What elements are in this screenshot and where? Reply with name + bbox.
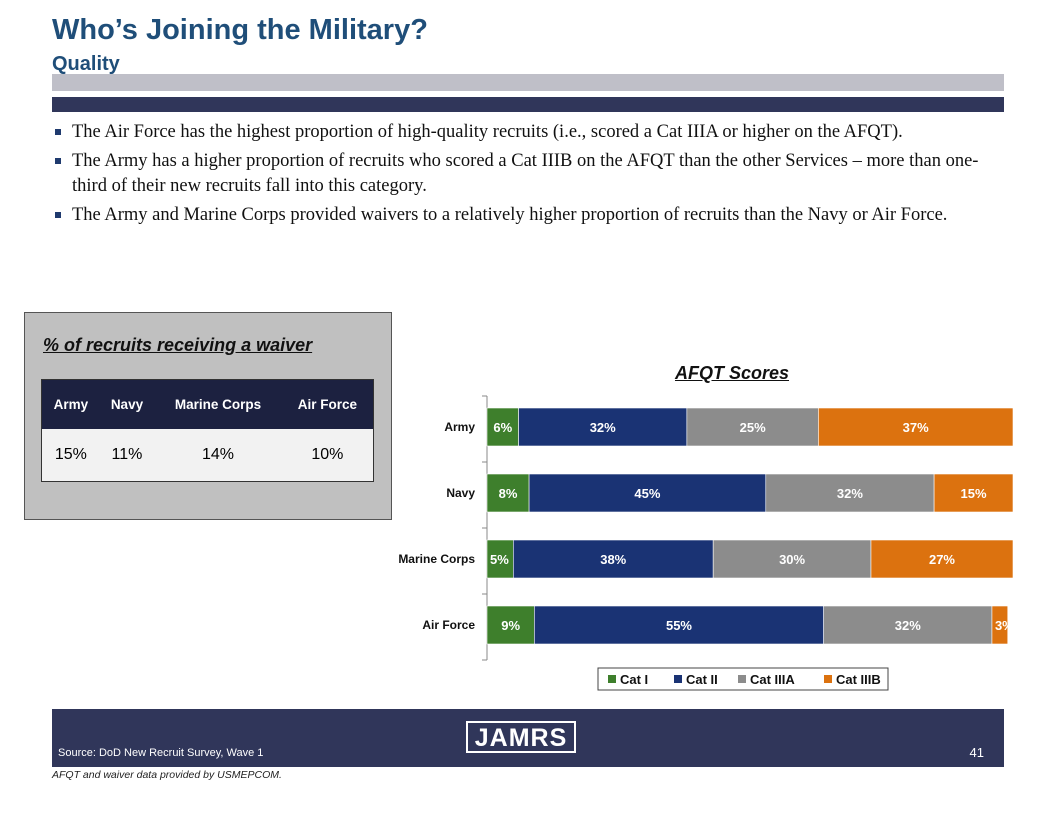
page-subtitle: Quality bbox=[52, 53, 120, 75]
bullet-square-icon bbox=[55, 129, 61, 135]
waiver-value-row: 15% 11% 14% 10% bbox=[41, 429, 374, 482]
category-label: Marine Corps bbox=[398, 552, 475, 566]
legend-swatch bbox=[674, 675, 682, 683]
header-divider-navy bbox=[52, 97, 1004, 112]
bar-data-label: 45% bbox=[634, 486, 660, 501]
legend-swatch bbox=[824, 675, 832, 683]
bar-data-label: 37% bbox=[903, 420, 929, 435]
footer-bar: JAMRS Source: DoD New Recruit Survey, Wa… bbox=[52, 709, 1004, 767]
legend-label: Cat IIIA bbox=[750, 672, 795, 687]
bullet-text: The Army and Marine Corps provided waive… bbox=[72, 205, 948, 225]
waiver-title: % of recruits receiving a waiver bbox=[43, 335, 313, 355]
waiver-value-navy: 11% bbox=[99, 429, 155, 482]
bar-segment bbox=[486, 539, 514, 579]
bar-data-label: 27% bbox=[929, 552, 955, 567]
category-label: Air Force bbox=[422, 618, 475, 632]
bar-data-label: 6% bbox=[493, 420, 512, 435]
bar-data-label: 8% bbox=[499, 486, 518, 501]
bar-data-label: 32% bbox=[837, 486, 863, 501]
legend-label: Cat I bbox=[620, 672, 648, 687]
bullet-square-icon bbox=[55, 158, 61, 164]
bar-data-label: 9% bbox=[501, 618, 520, 633]
header-divider-grey bbox=[52, 74, 1004, 91]
bar-segment bbox=[870, 539, 1014, 579]
waiver-table: Army Navy Marine Corps Air Force 15% 11%… bbox=[41, 379, 374, 482]
legend-label: Cat II bbox=[686, 672, 718, 687]
bar-data-label: 15% bbox=[961, 486, 987, 501]
bar-segment bbox=[933, 473, 1014, 513]
afqt-chart: Army 6% 32% 25% 37% Navy 8% 45% 32% 15% Marine Cor… bbox=[398, 395, 1014, 691]
source-text: Source: DoD New Recruit Survey, Wave 1 bbox=[58, 747, 264, 759]
page-title: Who’s Joining the Military? bbox=[52, 14, 428, 46]
bar-segment bbox=[486, 473, 530, 513]
bar-segment bbox=[486, 605, 535, 645]
bar-segment bbox=[712, 539, 872, 579]
bar-segment bbox=[765, 473, 935, 513]
waiver-header-air-force: Air Force bbox=[281, 379, 374, 429]
waiver-header-row: Army Navy Marine Corps Air Force bbox=[41, 379, 374, 429]
legend-swatch bbox=[608, 675, 616, 683]
bar-segment bbox=[486, 407, 519, 447]
footnote: AFQT and waiver data provided by USMEPCO… bbox=[52, 769, 282, 781]
bar-segment bbox=[823, 605, 993, 645]
legend-label: Cat IIIB bbox=[836, 672, 881, 687]
bullet-square-icon bbox=[55, 212, 61, 218]
bar-segment bbox=[991, 605, 1009, 645]
waiver-value-marine-corps: 14% bbox=[154, 429, 282, 482]
waiver-panel: % of recruits receiving a waiver Army Na… bbox=[24, 312, 392, 520]
bar-data-label: 30% bbox=[779, 552, 805, 567]
bar-data-label: 5% bbox=[490, 552, 509, 567]
bar-segment bbox=[518, 407, 688, 447]
bullet-list: The Air Force has the highest proportion… bbox=[52, 120, 1002, 232]
bar-data-label: 3% bbox=[995, 618, 1014, 633]
waiver-header-navy: Navy bbox=[99, 379, 155, 429]
bar-data-label: 25% bbox=[740, 420, 766, 435]
bar-segment bbox=[818, 407, 1014, 447]
bullet-item: The Army has a higher proportion of recr… bbox=[52, 149, 1002, 199]
bar-data-label: 32% bbox=[590, 420, 616, 435]
bullet-item: The Air Force has the highest proportion… bbox=[52, 120, 1002, 145]
bar-data-label: 55% bbox=[666, 618, 692, 633]
bar-segment bbox=[534, 605, 824, 645]
waiver-header-army: Army bbox=[41, 379, 100, 429]
waiver-value-air-force: 10% bbox=[281, 429, 374, 482]
jamrs-logo: JAMRS bbox=[466, 721, 576, 753]
bullet-text: The Army has a higher proportion of recr… bbox=[72, 151, 979, 196]
waiver-header-marine-corps: Marine Corps bbox=[154, 379, 282, 429]
category-label: Army bbox=[444, 420, 475, 434]
bar-segment bbox=[528, 473, 767, 513]
page-number: 41 bbox=[969, 745, 984, 760]
bar-segment bbox=[513, 539, 714, 579]
bar-segment bbox=[686, 407, 819, 447]
category-label: Navy bbox=[446, 486, 475, 500]
bar-data-label: 38% bbox=[600, 552, 626, 567]
bar-data-label: 32% bbox=[895, 618, 921, 633]
legend-swatch bbox=[738, 675, 746, 683]
waiver-value-army: 15% bbox=[41, 429, 100, 482]
bullet-text: The Air Force has the highest proportion… bbox=[72, 122, 903, 142]
bullet-item: The Army and Marine Corps provided waive… bbox=[52, 203, 1002, 228]
chart-title: AFQT Scores bbox=[674, 363, 790, 383]
